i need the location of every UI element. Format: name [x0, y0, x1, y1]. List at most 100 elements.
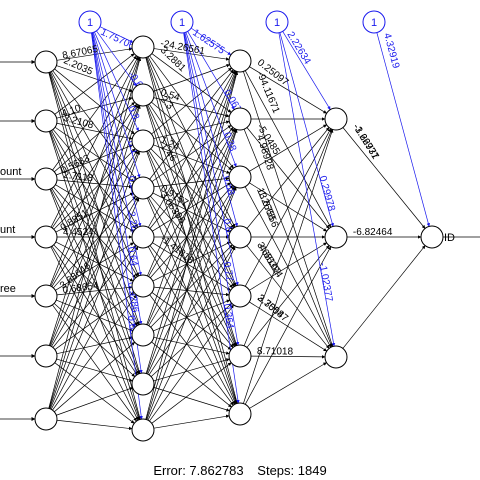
input-to-hidden1-edge [53, 303, 136, 377]
input-to-hidden1-weight-label: 4.4524 [63, 227, 94, 238]
input-to-hidden1-edge [56, 179, 133, 189]
bias-edge [279, 32, 334, 227]
input-to-hidden1-edge [56, 144, 134, 176]
input-to-hidden1-weight-label: 2.7118 [63, 170, 94, 185]
input-to-hidden1-edge [54, 53, 135, 115]
output-neuron [420, 225, 444, 249]
hidden1-to-hidden2-edge [149, 55, 234, 169]
hidden1-neuron [131, 129, 155, 153]
bias-weight-label: -1.02377 [317, 262, 335, 303]
input-to-hidden1-edge [49, 72, 140, 325]
hidden1-to-hidden2-edge [146, 105, 237, 347]
hidden1-to-hidden2-edge [147, 246, 236, 421]
bias-weight-label: 4.32919 [381, 32, 401, 70]
input-to-hidden1-edge [50, 246, 139, 410]
input-to-hidden1-edge [56, 96, 133, 119]
bias-node-label: 1 [179, 17, 185, 29]
hidden3-to-output-edge [342, 245, 426, 349]
hidden2-to-hidden3-edge [244, 246, 332, 405]
hidden1-to-hidden2-edge [145, 129, 238, 420]
input-to-hidden1-edge [49, 197, 140, 409]
input-to-hidden1-edge [56, 387, 133, 416]
hidden1-to-hidden2-edge [147, 104, 236, 287]
training-summary: Error: 7.862783 Steps: 1849 [0, 463, 480, 478]
input-to-hidden1-weight-label: 3.2108 [62, 113, 95, 132]
hidden2-to-hidden3-edge [243, 129, 334, 404]
hidden1-neuron [131, 323, 155, 347]
hidden2-neuron [228, 107, 252, 131]
bias-node-label: 1 [274, 17, 280, 29]
bias-weight-label: 1.75706 [99, 27, 137, 53]
bias-edge [94, 31, 139, 132]
hidden1-to-hidden2-edge [147, 128, 236, 326]
bias-edge [91, 32, 143, 325]
input-to-hidden1-edge [52, 304, 137, 422]
hidden1-to-hidden2-edge [147, 246, 236, 405]
hidden1-to-hidden2-edge [151, 67, 232, 135]
input-label: ree [0, 283, 16, 295]
hidden1-to-hidden2-edge [145, 105, 238, 404]
hidden3-neuron [324, 107, 348, 131]
bias-edge [185, 32, 237, 168]
hidden1-to-hidden2-edge [153, 414, 230, 429]
hidden2-to-hidden3-edge [249, 124, 327, 172]
hidden2-to-hidden3-edge [249, 362, 327, 409]
bias-connections [91, 26, 431, 420]
hidden2-to-hidden3-edge [243, 128, 333, 346]
bias-weight-label: 0.38 [221, 131, 238, 153]
hidden1-to-hidden2-edge [147, 186, 236, 375]
input-to-hidden1-edge [51, 71, 138, 228]
hidden1-to-hidden2-edge [151, 362, 232, 424]
hidden2-neuron [228, 402, 252, 426]
input-to-hidden1-weight-label: 0.68654 [62, 280, 100, 296]
input-to-hidden1-edge [56, 65, 133, 93]
hidden1-to-hidden2-edge [147, 70, 237, 277]
input-to-hidden1-edge [48, 57, 141, 346]
output-label: ID [444, 232, 455, 244]
input-to-hidden1-edge [54, 126, 135, 183]
input-to-hidden1-edge [56, 358, 133, 382]
bias-edge [96, 30, 137, 87]
input-neuron [34, 407, 58, 431]
hidden1-neuron [131, 372, 155, 396]
input-to-hidden1-edge [50, 150, 139, 347]
input-to-hidden1-edge [50, 188, 139, 375]
input-to-hidden1-edge [49, 56, 140, 286]
hidden1-to-hidden2-edge [148, 70, 235, 228]
input-to-hidden1-edge [56, 336, 133, 355]
input-to-hidden1-edge [51, 150, 138, 287]
bias-edge [99, 26, 134, 43]
bias-weight-label: 0.77 [221, 261, 235, 282]
input-to-hidden1-edge [51, 197, 138, 347]
hidden1-to-hidden2-edge [153, 358, 230, 382]
hidden1-to-hidden2-edge [151, 341, 232, 408]
hidden2-to-hidden3-edge [249, 66, 327, 114]
bias-node [362, 10, 386, 34]
input-neuron [34, 167, 58, 191]
hidden1-neuron [131, 83, 155, 107]
input-to-hidden1-edge [56, 419, 133, 431]
hidden2-to-hidden3-weight-label: -1.2668 [254, 186, 277, 222]
input-label: ount [0, 166, 21, 178]
hidden1-to-hidden2-edge [145, 71, 238, 374]
input-to-hidden1-edge [53, 244, 136, 328]
input-to-hidden1-edge [51, 130, 138, 277]
input-neuron [34, 225, 58, 249]
input-neuron [34, 344, 58, 368]
hidden3-to-output-weight-label: -6.82464 [353, 227, 393, 238]
input-to-hidden1-edge [50, 56, 139, 228]
input-label: unt [0, 224, 15, 236]
bias-edge [282, 31, 331, 110]
input-to-hidden1-edge [54, 101, 135, 173]
input-neuron [34, 50, 58, 74]
hidden1-neuron [131, 35, 155, 59]
input-to-hidden1-edge [49, 104, 140, 346]
input-to-hidden1-edge [52, 245, 137, 348]
input-to-hidden1-edge [51, 245, 138, 376]
hidden2-to-hidden3-edge [246, 245, 330, 348]
input-to-hidden1-edge [54, 341, 135, 413]
hidden1-to-hidden2-edge [147, 197, 237, 405]
input-to-hidden1-edge [55, 242, 134, 291]
hidden2-to-hidden3-edge [249, 301, 328, 352]
